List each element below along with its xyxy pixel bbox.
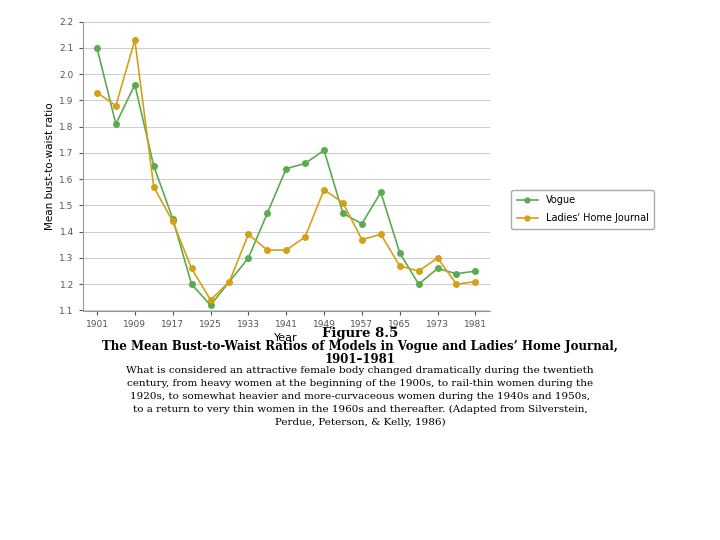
Y-axis label: Mean bust-to-waist ratio: Mean bust-to-waist ratio bbox=[45, 102, 55, 230]
Text: ALWAYS LEARNING: ALWAYS LEARNING bbox=[14, 515, 109, 523]
Text: PEARSON: PEARSON bbox=[624, 513, 702, 526]
X-axis label: Year: Year bbox=[274, 333, 298, 343]
Text: What is considered an attractive female body changed dramatically during the twe: What is considered an attractive female … bbox=[126, 366, 594, 427]
Text: Figure 8.5: Figure 8.5 bbox=[322, 327, 398, 340]
Text: ©2013 Pearson Education, Inc.
All Rights Reserved.: ©2013 Pearson Education, Inc. All Rights… bbox=[490, 508, 608, 530]
Text: The Mean Bust-to-Waist Ratios of Models in Vogue and Ladies’ Home Journal,: The Mean Bust-to-Waist Ratios of Models … bbox=[102, 340, 618, 353]
Legend: Vogue, Ladies' Home Journal: Vogue, Ladies' Home Journal bbox=[510, 190, 654, 229]
Text: 1901–1981: 1901–1981 bbox=[325, 353, 395, 366]
Text: Social Psychology, Eighth Edition
Elliot Aronson | Timothy D. Wilson | Robin M. : Social Psychology, Eighth Edition Elliot… bbox=[137, 508, 330, 530]
